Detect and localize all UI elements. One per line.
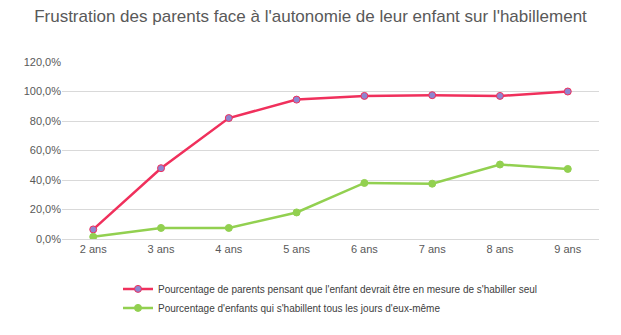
svg-text:0,0%: 0,0% xyxy=(36,233,61,245)
svg-text:80,0%: 80,0% xyxy=(30,115,61,127)
svg-text:8 ans: 8 ans xyxy=(487,243,514,255)
svg-text:3 ans: 3 ans xyxy=(148,243,175,255)
svg-text:9 ans: 9 ans xyxy=(554,243,581,255)
svg-text:100,0%: 100,0% xyxy=(24,85,62,97)
svg-text:20,0%: 20,0% xyxy=(30,203,61,215)
svg-text:Pourcentage d'enfants qui s'ha: Pourcentage d'enfants qui s'habillent to… xyxy=(158,303,440,314)
svg-text:4 ans: 4 ans xyxy=(215,243,242,255)
svg-text:7 ans: 7 ans xyxy=(419,243,446,255)
svg-text:6 ans: 6 ans xyxy=(351,243,378,255)
svg-text:Frustration des parents face à: Frustration des parents face à l'autonom… xyxy=(34,7,587,26)
svg-text:5 ans: 5 ans xyxy=(283,243,310,255)
svg-text:Pourcentage de parents pensant: Pourcentage de parents pensant que l'enf… xyxy=(158,284,537,295)
svg-text:60,0%: 60,0% xyxy=(30,144,61,156)
svg-text:120,0%: 120,0% xyxy=(24,56,62,68)
svg-text:2 ans: 2 ans xyxy=(80,243,107,255)
svg-text:40,0%: 40,0% xyxy=(30,174,61,186)
